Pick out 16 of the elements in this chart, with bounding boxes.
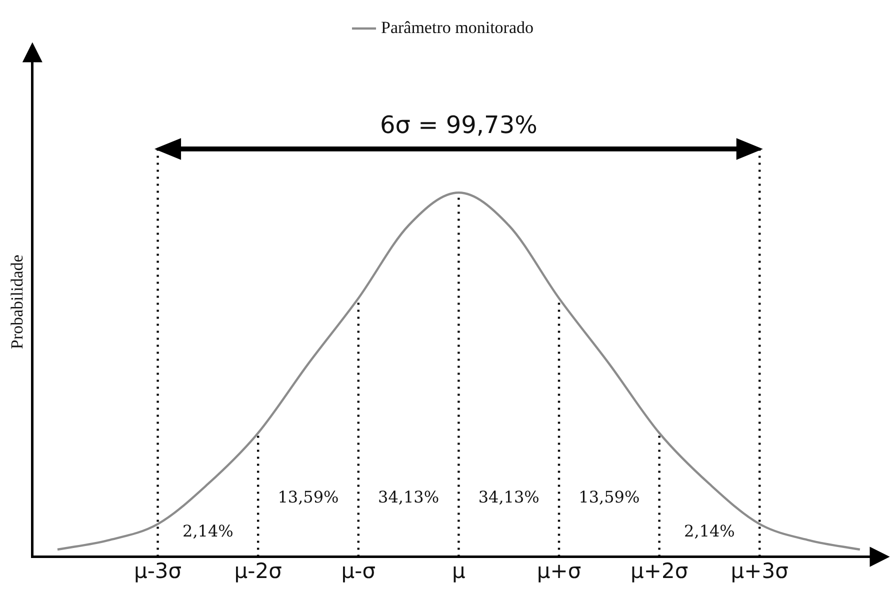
x-tick-label: μ-3σ — [134, 558, 182, 583]
x-tick-label: μ-2σ — [234, 558, 282, 583]
y-axis-title: Probabilidade — [8, 254, 27, 350]
x-tick-label: μ+σ — [536, 558, 582, 583]
annotation: 13,59% — [578, 488, 640, 507]
x-tick-label: μ+2σ — [630, 558, 688, 583]
x-tick-label: μ-σ — [341, 558, 376, 583]
annotation: 13,59% — [278, 488, 339, 507]
text: 6σ = 99,73% — [380, 111, 538, 140]
annotation: 34,13% — [378, 488, 440, 507]
x-tick-label: μ — [452, 558, 466, 583]
annotation: 34,13% — [478, 488, 540, 507]
annotation: 2,14% — [182, 521, 234, 540]
legend-label: Parâmetro monitorado — [381, 18, 534, 37]
annotation: 2,14% — [684, 521, 735, 540]
x-tick-label: μ+3σ — [730, 558, 788, 583]
